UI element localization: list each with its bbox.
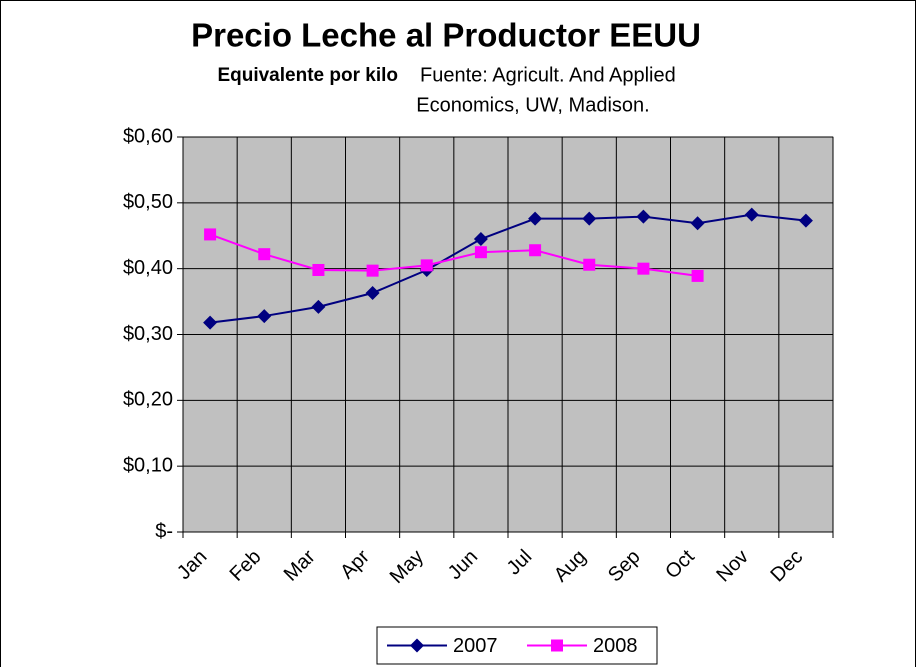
data-point <box>311 299 326 314</box>
data-point <box>637 262 650 275</box>
data-point <box>798 213 813 228</box>
chart-subtitle: Fuente: Agricult. And Applied <box>420 64 676 86</box>
legend-label: 2008 <box>593 635 638 657</box>
y-tick-label: $0,30 <box>123 323 173 345</box>
legend-marker <box>410 638 424 653</box>
chart-title: Precio Leche al Productor EEUU <box>191 17 701 54</box>
data-point <box>690 216 705 231</box>
data-point <box>691 269 704 282</box>
legend-label: 2007 <box>453 635 498 657</box>
data-point <box>258 248 271 261</box>
y-tick-label: $0,50 <box>123 191 173 213</box>
data-point <box>203 315 218 330</box>
data-point <box>420 259 433 272</box>
data-point <box>529 244 542 257</box>
y-tick-label: $- <box>155 520 173 542</box>
data-point <box>366 264 379 277</box>
data-point <box>744 207 759 222</box>
data-point <box>257 309 272 324</box>
data-point <box>582 211 597 226</box>
data-point <box>528 211 543 226</box>
y-tick-label: $0,10 <box>123 454 173 476</box>
data-point <box>636 209 651 224</box>
y-tick-label: $0,40 <box>123 257 173 279</box>
data-point <box>312 263 325 276</box>
series-line <box>209 213 807 324</box>
data-point <box>583 258 596 271</box>
y-tick-label: $0,20 <box>123 389 173 411</box>
data-point <box>365 286 380 301</box>
chart-subtitle: Economics, UW, Madison. <box>416 94 649 116</box>
data-point <box>473 232 488 247</box>
data-point <box>204 228 217 241</box>
series-line <box>209 233 698 277</box>
y-tick-label: $0,60 <box>123 125 173 147</box>
data-point <box>474 246 487 259</box>
chart-subtitle: Equivalente por kilo <box>217 65 398 86</box>
legend-marker <box>551 639 563 652</box>
